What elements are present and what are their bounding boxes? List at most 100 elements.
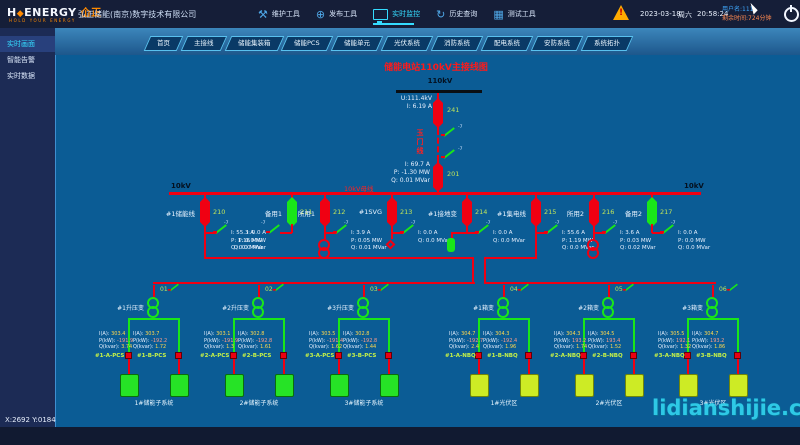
wire: [283, 359, 285, 374]
tap-switch-icon[interactable]: [622, 283, 635, 294]
sidebar-item-realtime-screen[interactable]: 实时画面: [0, 36, 55, 52]
meas-key: Q(kvar):: [554, 344, 577, 350]
branch-breaker[interactable]: [175, 352, 182, 359]
status-bar: [0, 427, 800, 445]
wire: [608, 293, 610, 298]
feeder-switch-icon[interactable]: [602, 224, 618, 238]
toolbar-item-publish-tools[interactable]: ⊕ 发布工具: [316, 3, 357, 25]
feeder-meas-216: I: 3.6 A P: 0.03 MW Q: 0.02 MVar: [620, 230, 656, 253]
tap-switch-icon[interactable]: [517, 283, 530, 294]
feeder-code: 212: [333, 208, 346, 216]
tab-ess-pcs[interactable]: 储能PCS: [280, 36, 333, 51]
breaker-201[interactable]: [433, 162, 443, 192]
feeder-breaker-217[interactable]: [647, 197, 657, 227]
tab-home[interactable]: 首页: [143, 36, 184, 51]
meas-line: Q: 0.0 MVar: [562, 245, 595, 251]
wire: [258, 285, 260, 297]
wire: [583, 359, 585, 374]
battery-unit-icon[interactable]: [120, 374, 139, 397]
branch-label: #3-B-NBQ: [696, 353, 727, 359]
branch-breaker[interactable]: [335, 352, 342, 359]
feeder-switch-icon[interactable]: [660, 224, 676, 238]
feeder-switch-icon[interactable]: [544, 224, 560, 238]
tab-ess-container[interactable]: 储能集装箱: [224, 36, 284, 51]
pv-unit-icon[interactable]: [729, 374, 748, 397]
wire: [204, 224, 206, 233]
sidebar-item-smart-alarm[interactable]: 智能告警: [7, 56, 35, 64]
pv-unit-icon[interactable]: [520, 374, 539, 397]
toolbar-item-history-query[interactable]: ↻ 历史查询: [436, 3, 477, 25]
branch-breaker[interactable]: [684, 352, 691, 359]
pv-unit-icon[interactable]: [470, 374, 489, 397]
power-button[interactable]: [784, 5, 799, 22]
tab-label: 消防系统: [443, 39, 470, 47]
meas-value: -192.2: [151, 337, 168, 344]
feeder-switch-icon[interactable]: [266, 224, 282, 238]
meas-line: Q(kvar): 1.96: [483, 344, 517, 351]
tab-fire-system[interactable]: 消防系统: [430, 36, 483, 51]
brand-mark: 仚正: [80, 8, 102, 19]
tab-security-system[interactable]: 安防系统: [530, 36, 583, 51]
battery-unit-icon[interactable]: [330, 374, 349, 397]
toolbar-item-realtime-monitor[interactable]: 实时监控: [373, 3, 420, 25]
feeder-code: 215: [544, 208, 557, 216]
toolbar-item-maintenance-tools[interactable]: ⚒ 维护工具: [258, 3, 300, 25]
tab-label: 系统拓扑: [593, 39, 620, 47]
battery-unit-icon[interactable]: [380, 374, 399, 397]
cursor-coordinates: X:2692 Y:0184: [5, 416, 56, 424]
feeder-switch-icon[interactable]: [475, 224, 491, 238]
unit-label: 1#储能子系统: [134, 400, 174, 407]
tap-switch-icon[interactable]: [167, 283, 180, 294]
switch-tag: -7: [344, 221, 349, 226]
meas-key: Q(kvar):: [343, 344, 366, 350]
disconnector-icon[interactable]: [441, 127, 457, 141]
disconnector-icon[interactable]: [441, 149, 457, 163]
branch-breaker[interactable]: [125, 352, 132, 359]
pv-unit-icon[interactable]: [575, 374, 594, 397]
meas-line: P: 0.03 MW: [620, 237, 652, 244]
session-remaining: 剩余时间:724分钟: [722, 15, 772, 22]
transformer-icon: [252, 306, 264, 318]
tap-switch-icon[interactable]: [377, 283, 390, 294]
branch-breaker[interactable]: [385, 352, 392, 359]
breaker-241[interactable]: [433, 98, 443, 128]
alarm-warning-icon[interactable]: !: [613, 5, 629, 20]
branch-breaker[interactable]: [580, 352, 587, 359]
branch-breaker[interactable]: [630, 352, 637, 359]
meas-key: I(A):: [204, 331, 217, 337]
feeder-switch-icon[interactable]: [333, 224, 349, 238]
branch-breaker[interactable]: [230, 352, 237, 359]
branch-breaker[interactable]: [734, 352, 741, 359]
meas-key: P(kW):: [343, 337, 362, 344]
diamond-icon: ◆: [16, 9, 25, 19]
tap-switch-icon[interactable]: [272, 283, 285, 294]
tap-switch-icon[interactable]: [726, 283, 739, 294]
tab-main-wiring[interactable]: 主接线: [180, 36, 227, 51]
wire: [451, 232, 467, 234]
feeder-switch-icon[interactable]: [213, 224, 229, 238]
tab-ess-unit[interactable]: 储能单元: [330, 36, 383, 51]
meas-key: Q(kvar):: [309, 344, 332, 350]
feeder-switch-icon[interactable]: [400, 224, 416, 238]
battery-unit-icon[interactable]: [170, 374, 189, 397]
battery-unit-icon[interactable]: [275, 374, 294, 397]
meas-key: P(kW):: [238, 337, 257, 344]
wire: [128, 318, 180, 320]
wire: [391, 233, 393, 239]
branch-breaker[interactable]: [280, 352, 287, 359]
branch-breaker[interactable]: [475, 352, 482, 359]
tab-pv-system[interactable]: 光伏系统: [380, 36, 433, 51]
feeder-meas-213: I: 0.0 A Q: 0.0 MVar: [418, 230, 450, 245]
battery-unit-icon[interactable]: [225, 374, 244, 397]
diagram-title: 储能电站110kV主接线图: [384, 63, 488, 73]
toolbar-item-test-tools[interactable]: ▦ 测试工具: [493, 3, 535, 25]
feeder-breaker-210[interactable]: [200, 197, 210, 227]
meas-line: P(kW): -191.4: [309, 338, 343, 345]
branch-breaker[interactable]: [525, 352, 532, 359]
sidebar-item-realtime-data[interactable]: 实时数据: [7, 72, 35, 80]
pv-unit-icon[interactable]: [679, 374, 698, 397]
meas-line: Q(kvar): 1.61: [238, 344, 272, 351]
tab-distribution-system[interactable]: 配电系统: [480, 36, 533, 51]
tab-topology[interactable]: 系统拓扑: [580, 36, 633, 51]
pv-unit-icon[interactable]: [625, 374, 644, 397]
